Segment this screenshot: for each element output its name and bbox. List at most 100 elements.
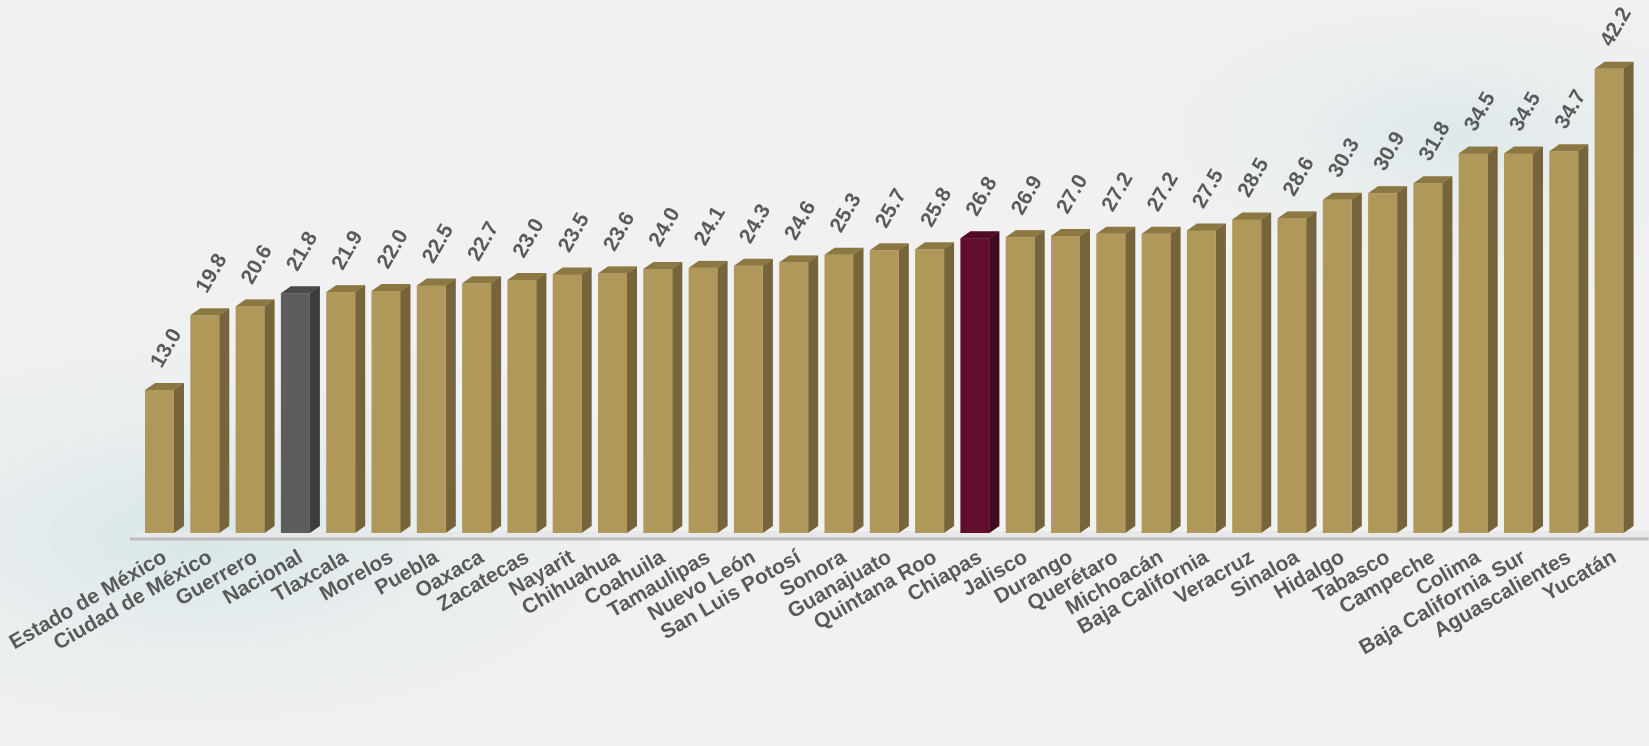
bar-face — [552, 274, 582, 533]
bar-top — [1368, 186, 1408, 194]
bar-side — [1623, 61, 1634, 534]
bar — [1413, 176, 1453, 533]
bar-side — [536, 273, 547, 533]
bar-side — [853, 247, 864, 533]
bar-top — [1504, 146, 1543, 154]
bar-face — [1458, 153, 1488, 533]
bar — [643, 262, 683, 533]
bar — [915, 242, 955, 533]
bar-face — [779, 262, 809, 533]
bar-face — [326, 292, 356, 533]
bar-side — [219, 308, 230, 533]
bar-face — [1051, 236, 1080, 533]
bar-top — [1051, 229, 1090, 236]
bar — [371, 284, 411, 533]
bar-side — [808, 255, 819, 533]
bar-top — [1277, 211, 1317, 219]
bar — [1141, 226, 1181, 534]
bar — [1277, 211, 1317, 533]
bar-face — [371, 291, 401, 533]
bar-top — [1549, 144, 1589, 152]
bar-side — [1578, 144, 1589, 534]
bar-side — [1034, 230, 1045, 533]
bar-face — [1368, 193, 1398, 533]
bar-side — [491, 276, 502, 533]
bar-top — [1232, 212, 1272, 220]
bar — [1458, 146, 1498, 533]
bar-top — [824, 247, 864, 255]
bar-face — [1504, 153, 1533, 533]
bar-top — [371, 284, 411, 291]
bar-top — [1322, 192, 1362, 200]
bar-top — [1141, 226, 1181, 234]
bar — [733, 258, 773, 533]
bar — [779, 255, 819, 533]
bar-side — [1533, 146, 1543, 533]
bar-face — [733, 265, 763, 533]
bar-top — [507, 273, 547, 280]
bar-top — [1005, 230, 1045, 238]
bar-side — [717, 260, 728, 533]
bar-top — [280, 286, 320, 294]
bar-face — [915, 249, 945, 533]
bar-top — [915, 242, 955, 250]
bar-top — [145, 383, 184, 390]
bar-top — [462, 276, 502, 284]
bar — [1096, 226, 1136, 534]
bar-side — [672, 262, 683, 533]
bar-face — [960, 238, 990, 533]
bar-face — [462, 283, 492, 533]
bar — [190, 308, 230, 533]
bar-side — [1170, 226, 1181, 534]
bars-group — [145, 61, 1634, 534]
bar-face — [190, 315, 220, 533]
bar — [598, 266, 637, 533]
bar — [552, 267, 592, 533]
bar-face — [1413, 183, 1443, 533]
bar — [1186, 223, 1226, 533]
bar-top — [688, 260, 728, 268]
bar — [1322, 192, 1362, 533]
bar-top — [869, 243, 909, 251]
bar-face — [1005, 237, 1035, 533]
bar-side — [1397, 186, 1408, 533]
bar-side — [1306, 211, 1317, 533]
bar-face — [688, 267, 718, 533]
bar-top — [643, 262, 683, 269]
bar — [824, 247, 864, 533]
bar-face — [280, 293, 310, 533]
bar — [688, 260, 728, 533]
bar-top — [733, 258, 773, 266]
bar-top — [552, 267, 592, 275]
bar — [507, 273, 547, 533]
bar — [462, 276, 502, 533]
bar-face — [824, 254, 854, 533]
bar-side — [264, 299, 275, 533]
bar — [869, 243, 909, 534]
bar-side — [355, 285, 366, 533]
bar-side — [1442, 176, 1453, 533]
bar-face — [1322, 199, 1352, 533]
bar — [1549, 144, 1589, 534]
bar — [145, 383, 184, 533]
bar-face — [1549, 151, 1579, 534]
bar-face — [1232, 219, 1262, 533]
bar-side — [944, 242, 955, 533]
bar-face — [416, 285, 446, 533]
bar-face — [643, 269, 673, 533]
bar — [1504, 146, 1543, 533]
bar-side — [1080, 229, 1090, 533]
bar-side — [762, 258, 773, 533]
bar-face — [507, 280, 537, 533]
bar-side — [309, 286, 320, 533]
bar-side — [400, 284, 411, 533]
bar-face — [869, 250, 899, 534]
bar-top — [598, 266, 637, 274]
bar — [1005, 230, 1045, 533]
bar — [1368, 186, 1408, 533]
bar-side — [174, 383, 184, 533]
bar-side — [1351, 192, 1362, 533]
bar-top — [416, 278, 456, 286]
bar-side — [1261, 212, 1272, 533]
